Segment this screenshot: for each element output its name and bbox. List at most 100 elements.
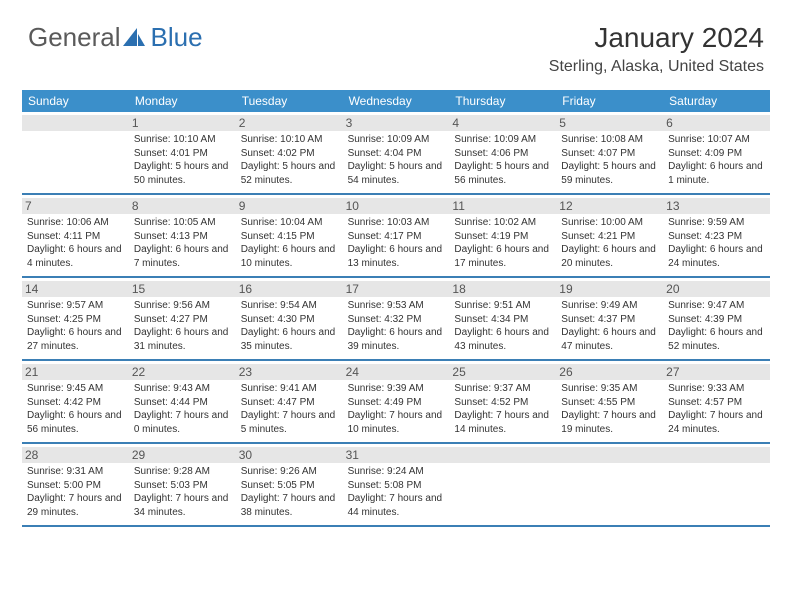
sunset-text: Sunset: 4:32 PM: [348, 313, 445, 327]
sunset-text: Sunset: 4:13 PM: [134, 230, 231, 244]
day-info: Sunrise: 9:59 AMSunset: 4:23 PMDaylight:…: [668, 216, 765, 270]
day-cell: 25Sunrise: 9:37 AMSunset: 4:52 PMDayligh…: [449, 361, 556, 442]
sunrise-text: Sunrise: 10:00 AM: [561, 216, 658, 230]
day-cell: 1Sunrise: 10:10 AMSunset: 4:01 PMDayligh…: [129, 112, 236, 193]
day-cell: 4Sunrise: 10:09 AMSunset: 4:06 PMDayligh…: [449, 112, 556, 193]
day-cell: 15Sunrise: 9:56 AMSunset: 4:27 PMDayligh…: [129, 278, 236, 359]
day-info: Sunrise: 9:54 AMSunset: 4:30 PMDaylight:…: [241, 299, 338, 353]
daylight-text: Daylight: 7 hours and 44 minutes.: [348, 492, 445, 519]
sunset-text: Sunset: 4:37 PM: [561, 313, 658, 327]
sunrise-text: Sunrise: 9:53 AM: [348, 299, 445, 313]
location: Sterling, Alaska, United States: [549, 58, 764, 76]
daylight-text: Daylight: 6 hours and 20 minutes.: [561, 243, 658, 270]
day-cell: 12Sunrise: 10:00 AMSunset: 4:21 PMDaylig…: [556, 195, 663, 276]
daylight-text: Daylight: 5 hours and 52 minutes.: [241, 160, 338, 187]
day-number: [449, 447, 556, 463]
sunrise-text: Sunrise: 10:02 AM: [454, 216, 551, 230]
day-cell: [663, 444, 770, 525]
daylight-text: Daylight: 6 hours and 52 minutes.: [668, 326, 765, 353]
day-info: Sunrise: 9:24 AMSunset: 5:08 PMDaylight:…: [348, 465, 445, 519]
sunrise-text: Sunrise: 10:09 AM: [348, 133, 445, 147]
daylight-text: Daylight: 7 hours and 5 minutes.: [241, 409, 338, 436]
day-cell: 2Sunrise: 10:10 AMSunset: 4:02 PMDayligh…: [236, 112, 343, 193]
daylight-text: Daylight: 6 hours and 56 minutes.: [27, 409, 124, 436]
sunrise-text: Sunrise: 10:09 AM: [454, 133, 551, 147]
sunset-text: Sunset: 4:06 PM: [454, 147, 551, 161]
day-cell: 23 Sunrise: 9:41 AMSunset: 4:47 PMDayligh…: [236, 361, 343, 442]
sunrise-text: Sunrise: 10:04 AM: [241, 216, 338, 230]
daylight-text: Daylight: 6 hours and 1 minute.: [668, 160, 765, 187]
logo-text-blue: Blue: [151, 22, 203, 53]
daylight-text: Daylight: 6 hours and 17 minutes.: [454, 243, 551, 270]
sunset-text: Sunset: 4:11 PM: [27, 230, 124, 244]
day-cell: 28Sunrise: 9:31 AMSunset: 5:00 PMDayligh…: [22, 444, 129, 525]
week-row: 7Sunrise: 10:06 AMSunset: 4:11 PMDayligh…: [22, 195, 770, 278]
day-info: Sunrise: 10:04 AMSunset: 4:15 PMDaylight…: [241, 216, 338, 270]
day-number: 22: [129, 364, 236, 380]
day-number: 9: [236, 198, 343, 214]
day-header: Saturday: [663, 90, 770, 112]
daylight-text: Daylight: 6 hours and 43 minutes.: [454, 326, 551, 353]
daylight-text: Daylight: 6 hours and 27 minutes.: [27, 326, 124, 353]
day-cell: [556, 444, 663, 525]
day-number: 27: [663, 364, 770, 380]
day-cell: 3Sunrise: 10:09 AMSunset: 4:04 PMDayligh…: [343, 112, 450, 193]
day-cell: 19Sunrise: 9:49 AMSunset: 4:37 PMDayligh…: [556, 278, 663, 359]
sunrise-text: Sunrise: 9:37 AM: [454, 382, 551, 396]
sunrise-text: Sunrise: 9:33 AM: [668, 382, 765, 396]
daylight-text: Daylight: 6 hours and 7 minutes.: [134, 243, 231, 270]
sunrise-text: Sunrise: 9:28 AM: [134, 465, 231, 479]
sunset-text: Sunset: 4:04 PM: [348, 147, 445, 161]
sunrise-text: Sunrise: 10:07 AM: [668, 133, 765, 147]
day-number: 8: [129, 198, 236, 214]
day-number: 21: [22, 364, 129, 380]
week-row: 28Sunrise: 9:31 AMSunset: 5:00 PMDayligh…: [22, 444, 770, 527]
daylight-text: Daylight: 5 hours and 54 minutes.: [348, 160, 445, 187]
sunset-text: Sunset: 4:47 PM: [241, 396, 338, 410]
daylight-text: Daylight: 5 hours and 50 minutes.: [134, 160, 231, 187]
day-number: 13: [663, 198, 770, 214]
daylight-text: Daylight: 6 hours and 47 minutes.: [561, 326, 658, 353]
day-info: Sunrise: 10:09 AMSunset: 4:04 PMDaylight…: [348, 133, 445, 187]
day-cell: 31 Sunrise: 9:24 AMSunset: 5:08 PMDayligh…: [343, 444, 450, 525]
daylight-text: Daylight: 6 hours and 10 minutes.: [241, 243, 338, 270]
day-info: Sunrise: 9:53 AMSunset: 4:32 PMDaylight:…: [348, 299, 445, 353]
day-number: 4: [449, 115, 556, 131]
day-cell: [22, 112, 129, 193]
sunset-text: Sunset: 4:52 PM: [454, 396, 551, 410]
day-cell: 7Sunrise: 10:06 AMSunset: 4:11 PMDayligh…: [22, 195, 129, 276]
day-number: 29: [129, 447, 236, 463]
sunrise-text: Sunrise: 9:43 AM: [134, 382, 231, 396]
day-header: Tuesday: [236, 90, 343, 112]
daylight-text: Daylight: 6 hours and 39 minutes.: [348, 326, 445, 353]
day-number: [556, 447, 663, 463]
sunset-text: Sunset: 4:49 PM: [348, 396, 445, 410]
day-number: 31: [343, 447, 450, 463]
day-info: Sunrise: 9:37 AMSunset: 4:52 PMDaylight:…: [454, 382, 551, 436]
sunset-text: Sunset: 5:03 PM: [134, 479, 231, 493]
day-header: Sunday: [22, 90, 129, 112]
day-number: 18: [449, 281, 556, 297]
sunrise-text: Sunrise: 9:57 AM: [27, 299, 124, 313]
day-info: Sunrise: 9:39 AMSunset: 4:49 PMDaylight:…: [348, 382, 445, 436]
sunrise-text: Sunrise: 9:49 AM: [561, 299, 658, 313]
day-number: 11: [449, 198, 556, 214]
sunrise-text: Sunrise: 9:26 AM: [241, 465, 338, 479]
sunset-text: Sunset: 4:39 PM: [668, 313, 765, 327]
header: General Blue January 2024 Sterling, Alas…: [0, 0, 792, 82]
day-cell: 29Sunrise: 9:28 AMSunset: 5:03 PMDayligh…: [129, 444, 236, 525]
sunrise-text: Sunrise: 10:03 AM: [348, 216, 445, 230]
day-info: Sunrise: 9:35 AMSunset: 4:55 PMDaylight:…: [561, 382, 658, 436]
daylight-text: Daylight: 7 hours and 38 minutes.: [241, 492, 338, 519]
sunrise-text: Sunrise: 9:31 AM: [27, 465, 124, 479]
day-cell: 8Sunrise: 10:05 AMSunset: 4:13 PMDayligh…: [129, 195, 236, 276]
day-header: Thursday: [449, 90, 556, 112]
day-cell: 14Sunrise: 9:57 AMSunset: 4:25 PMDayligh…: [22, 278, 129, 359]
day-info: Sunrise: 9:41 AMSunset: 4:47 PMDaylight:…: [241, 382, 338, 436]
day-number: 15: [129, 281, 236, 297]
day-number: 23: [236, 364, 343, 380]
day-cell: 11Sunrise: 10:02 AMSunset: 4:19 PMDaylig…: [449, 195, 556, 276]
sunrise-text: Sunrise: 10:08 AM: [561, 133, 658, 147]
sunset-text: Sunset: 4:34 PM: [454, 313, 551, 327]
sunrise-text: Sunrise: 9:51 AM: [454, 299, 551, 313]
